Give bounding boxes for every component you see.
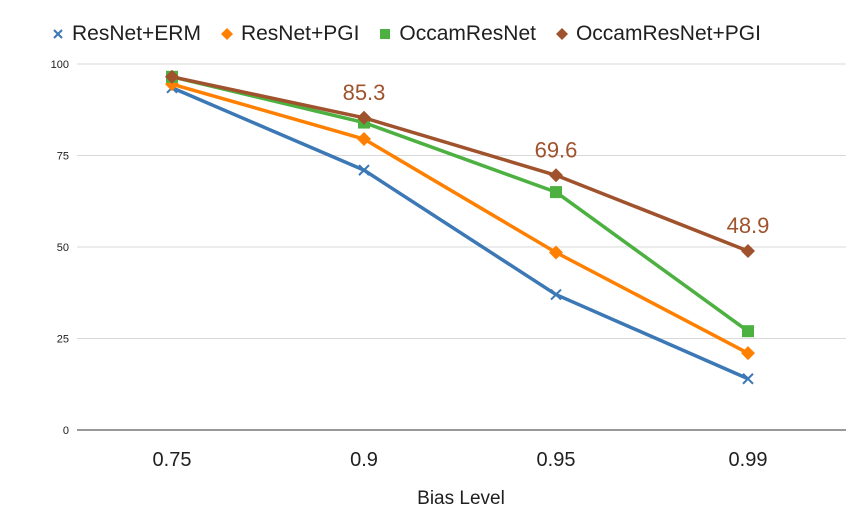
- legend: ResNet+ERM ResNet+PGI OccamResNet OccamR…: [52, 22, 781, 46]
- data-point-diamond-marker[interactable]: [549, 168, 563, 183]
- y-tick-label: 100: [51, 59, 69, 71]
- legend-label: OccamResNet+PGI: [575, 22, 761, 45]
- legend-label: ResNet+ERM: [72, 22, 201, 45]
- data-point-diamond-marker[interactable]: [165, 69, 179, 84]
- x-tick-label: 0.9: [350, 449, 378, 471]
- data-point-diamond-marker[interactable]: [549, 245, 563, 260]
- y-tick-label: 75: [57, 151, 69, 163]
- data-point-square-marker[interactable]: [742, 325, 754, 338]
- series-line-resnet-erm: [171, 86, 749, 381]
- data-point-diamond-marker[interactable]: [357, 132, 371, 147]
- x-axis-title: Bias Level: [417, 488, 505, 509]
- data-point-diamond-marker[interactable]: [741, 346, 755, 361]
- y-tick-label: 25: [57, 334, 69, 346]
- x-tick-label: 0.75: [153, 449, 192, 471]
- x-tick-label: 0.99: [729, 449, 768, 471]
- data-point-square-marker[interactable]: [550, 186, 562, 199]
- square-marker-icon: [380, 29, 391, 39]
- data-point-x-marker[interactable]: [358, 164, 370, 176]
- legend-item-resnet-erm[interactable]: ResNet+ERM: [52, 22, 201, 46]
- series-line-occamresnet: [171, 75, 750, 333]
- diamond-marker-icon: [220, 28, 233, 40]
- y-tick-label: 0: [63, 425, 69, 437]
- diamond-marker-icon: [555, 28, 568, 40]
- x-marker-icon: [53, 29, 63, 39]
- legend-label: ResNet+PGI: [240, 22, 360, 45]
- series-line-occamresnet-pgi: [171, 75, 749, 253]
- x-tick-label: 0.95: [537, 449, 576, 471]
- legend-label: OccamResNet: [399, 22, 536, 45]
- data-label: 85.3: [343, 80, 386, 105]
- legend-item-resnet-pgi[interactable]: ResNet+PGI: [220, 22, 360, 46]
- data-point-diamond-marker[interactable]: [357, 110, 371, 125]
- data-point-x-marker[interactable]: [550, 288, 562, 301]
- series-line-resnet-pgi: [171, 82, 749, 355]
- data-label: 48.9: [727, 213, 770, 238]
- legend-item-occamresnet-pgi[interactable]: OccamResNet+PGI: [555, 22, 761, 46]
- y-tick-label: 50: [57, 242, 69, 254]
- data-point-x-marker[interactable]: [742, 373, 754, 385]
- data-label: 69.6: [535, 137, 578, 162]
- legend-item-occamresnet[interactable]: OccamResNet: [379, 22, 536, 46]
- data-point-diamond-marker[interactable]: [741, 244, 755, 259]
